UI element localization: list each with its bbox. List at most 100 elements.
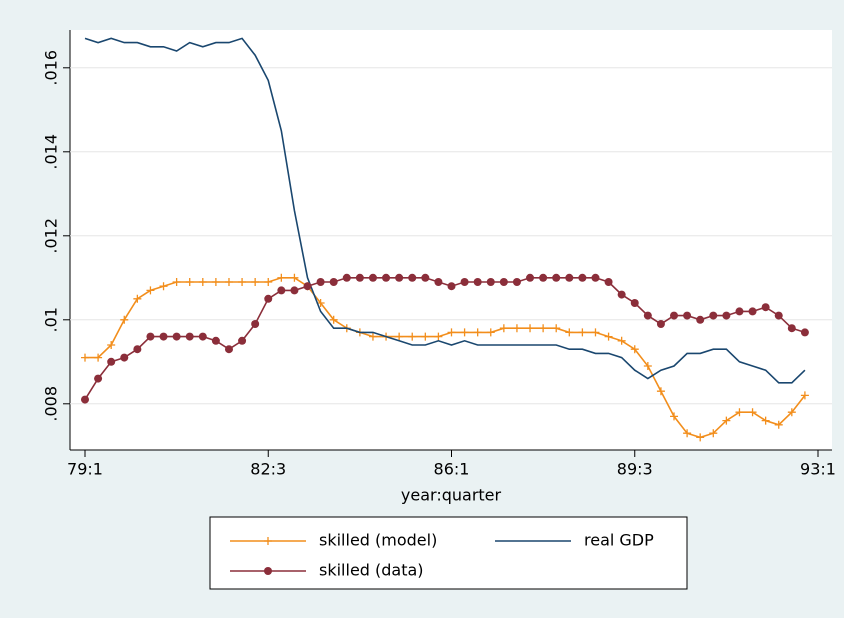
point-marker: [146, 286, 155, 295]
point-marker: [722, 311, 731, 320]
point-marker: [630, 299, 639, 307]
point-marker: [277, 286, 286, 295]
point-marker: [512, 324, 521, 333]
legend-box: [209, 516, 688, 590]
point-marker: [224, 345, 233, 354]
legend-label: real GDP: [584, 531, 654, 550]
y-tick-label: .008: [42, 386, 61, 422]
point-marker: [565, 328, 574, 337]
point-marker: [709, 311, 718, 320]
point-marker: [238, 336, 247, 345]
x-axis-title: year:quarter: [401, 486, 502, 505]
point-marker: [552, 324, 561, 333]
point-marker: [251, 320, 260, 328]
point-marker: [146, 332, 155, 341]
point-marker: [434, 278, 443, 286]
point-marker: [526, 273, 535, 282]
point-marker: [81, 353, 89, 362]
series-line: [84, 37, 806, 384]
point-marker: [421, 273, 430, 282]
point-marker: [630, 345, 639, 354]
point-marker: [800, 391, 809, 400]
point-marker: [368, 332, 377, 341]
point-marker: [264, 294, 273, 303]
point-marker: [735, 408, 744, 417]
legend-label: skilled (data): [319, 561, 424, 580]
point-marker: [238, 278, 247, 286]
point-marker: [774, 311, 783, 320]
point-marker: [329, 278, 338, 286]
point-marker: [499, 324, 508, 333]
point-marker: [264, 278, 273, 286]
point-marker: [395, 332, 404, 341]
y-tick-label: .016: [42, 50, 61, 86]
point-marker: [604, 332, 613, 341]
legend-marker: [264, 567, 272, 575]
point-marker: [486, 278, 495, 286]
x-tick-label: 89:3: [617, 460, 653, 479]
point-marker: [670, 311, 679, 320]
point-marker: [460, 328, 469, 337]
point-marker: [735, 307, 744, 316]
point-marker: [120, 315, 129, 324]
point-marker: [421, 332, 430, 341]
point-marker: [159, 332, 168, 341]
point-marker: [617, 336, 626, 345]
point-marker: [683, 311, 692, 320]
point-marker: [303, 282, 312, 291]
point-marker: [447, 328, 456, 337]
point-marker: [643, 362, 652, 370]
point-marker: [617, 290, 626, 299]
point-marker: [408, 332, 417, 341]
point-marker: [342, 273, 351, 282]
x-tick-label: 79:1: [67, 460, 103, 479]
point-marker: [355, 273, 364, 282]
point-marker: [748, 408, 757, 417]
point-marker: [683, 429, 692, 438]
point-marker: [565, 273, 574, 282]
point-marker: [604, 278, 613, 286]
point-marker: [800, 328, 809, 337]
point-marker: [761, 416, 770, 425]
point-marker: [94, 374, 103, 383]
point-marker: [211, 336, 220, 345]
point-marker: [277, 273, 286, 282]
point-marker: [185, 278, 194, 286]
point-marker: [486, 328, 495, 337]
point-marker: [120, 353, 129, 362]
point-marker: [748, 307, 757, 316]
point-marker: [761, 303, 770, 312]
point-marker: [787, 324, 796, 333]
point-marker: [198, 332, 207, 341]
point-marker: [591, 328, 600, 337]
point-marker: [224, 278, 233, 286]
point-marker: [198, 278, 207, 286]
plot-area: [70, 30, 832, 450]
point-marker: [473, 278, 482, 286]
point-marker: [696, 433, 705, 442]
point-marker: [211, 278, 220, 286]
y-tick-label: .012: [42, 218, 61, 254]
point-marker: [643, 311, 652, 320]
point-marker: [578, 273, 587, 282]
point-marker: [185, 332, 194, 341]
point-marker: [395, 273, 404, 282]
point-marker: [159, 282, 168, 291]
point-marker: [787, 408, 796, 417]
x-tick-label: 86:1: [434, 460, 470, 479]
point-marker: [552, 273, 561, 282]
point-marker: [539, 273, 548, 282]
point-marker: [656, 387, 665, 396]
point-marker: [107, 357, 116, 366]
point-marker: [499, 278, 508, 286]
point-marker: [473, 328, 482, 337]
point-marker: [460, 278, 469, 286]
y-tick-label: .01: [42, 307, 61, 332]
point-marker: [722, 416, 731, 425]
point-marker: [329, 315, 338, 324]
point-marker: [591, 273, 600, 282]
point-marker: [172, 332, 181, 341]
point-marker: [290, 286, 299, 295]
